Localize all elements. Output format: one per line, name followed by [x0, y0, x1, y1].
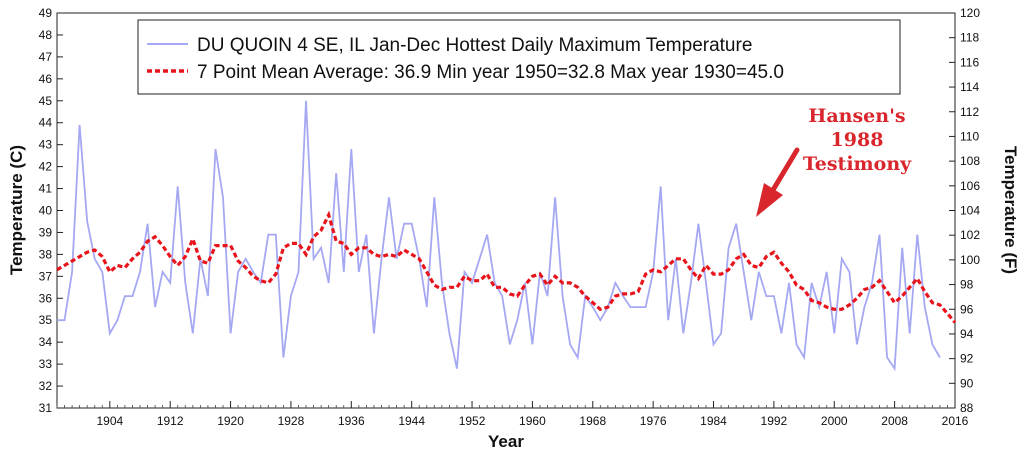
x-tick-label: 1976 — [640, 414, 667, 428]
y-left-tick-label: 39 — [39, 225, 53, 239]
annotation-line-3: Testimony — [803, 153, 912, 175]
annotation-line-2: 1988 — [831, 129, 884, 151]
y-right-tick-label: 98 — [960, 278, 974, 292]
x-tick-label: 1968 — [579, 414, 606, 428]
x-tick-label: 1904 — [96, 414, 123, 428]
x-tick-label: 1928 — [278, 414, 305, 428]
y-left-tick-label: 43 — [39, 138, 53, 152]
x-tick-label: 1920 — [217, 414, 244, 428]
y-left-tick-label: 49 — [39, 6, 53, 20]
y-left-tick-label: 44 — [39, 116, 53, 130]
y-right-tick-label: 96 — [960, 302, 974, 316]
y-right-tick-label: 114 — [960, 80, 979, 94]
x-tick-label: 2008 — [881, 414, 908, 428]
y-right-tick-label: 106 — [960, 179, 980, 193]
legend: DU QUOIN 4 SE, IL Jan-Dec Hottest Daily … — [137, 19, 901, 95]
y-axis-title-right: Temperature (F) — [1001, 146, 1020, 274]
y-left-tick-label: 35 — [39, 313, 53, 327]
legend-label-daily: DU QUOIN 4 SE, IL Jan-Dec Hottest Daily … — [197, 35, 752, 56]
legend-box — [137, 19, 901, 95]
y-right-tick-label: 102 — [960, 228, 980, 242]
x-tick-label: 1984 — [700, 414, 727, 428]
series-group — [56, 100, 957, 372]
x-tick-label: 1944 — [398, 414, 425, 428]
y-left-tick-label: 47 — [39, 50, 53, 64]
annotation: Hansen's 1988 Testimony — [756, 105, 912, 217]
left-axis: 31 32 33 34 35 36 37 38 39 40 41 42 43 44 45 46 47 48 49 — [39, 6, 63, 415]
y-left-tick-label: 41 — [39, 182, 53, 196]
y-left-tick-label: 37 — [39, 269, 53, 283]
y-left-tick-label: 32 — [39, 379, 53, 393]
y-left-tick-label: 38 — [39, 247, 53, 261]
x-tick-label: 1912 — [157, 414, 184, 428]
y-right-tick-label: 100 — [960, 253, 980, 267]
series-7pt-mean — [56, 210, 957, 324]
y-left-tick-label: 34 — [39, 335, 53, 349]
y-right-tick-label: 110 — [960, 129, 979, 143]
y-left-tick-label: 42 — [39, 160, 53, 174]
y-left-tick-label: 33 — [39, 357, 53, 371]
y-right-tick-label: 120 — [960, 6, 980, 20]
y-left-tick-label: 46 — [39, 72, 53, 86]
x-tick-label: 1992 — [761, 414, 788, 428]
y-left-tick-label: 40 — [39, 204, 53, 218]
y-right-tick-label: 118 — [960, 31, 979, 45]
y-right-tick-label: 112 — [960, 105, 979, 119]
y-left-tick-label: 36 — [39, 291, 53, 305]
x-axis-title: Year — [488, 432, 524, 451]
y-right-tick-label: 108 — [960, 154, 980, 168]
y-left-tick-label: 48 — [39, 28, 53, 42]
y-left-tick-label: 45 — [39, 94, 53, 108]
y-right-tick-label: 90 — [960, 376, 974, 390]
x-tick-label: 2016 — [942, 414, 969, 428]
x-tick-label: 2000 — [821, 414, 848, 428]
y-right-tick-label: 88 — [960, 401, 974, 415]
y-right-tick-label: 104 — [960, 204, 980, 218]
series-daily-max — [57, 100, 941, 372]
annotation-arrow-shaft — [767, 147, 800, 198]
x-tick-label: 1952 — [459, 414, 486, 428]
right-axis: 88 90 92 94 96 98 100 102 104 106 108 110 112 114 116 1… — [949, 6, 980, 415]
y-right-tick-label: 92 — [960, 352, 974, 366]
annotation-arrow-head — [756, 183, 783, 217]
y-left-tick-label: 31 — [39, 401, 53, 415]
x-tick-label: 1960 — [519, 414, 546, 428]
legend-label-mean: 7 Point Mean Average: 36.9 Min year 1950… — [197, 62, 784, 83]
y-right-tick-label: 94 — [960, 327, 974, 341]
x-axis: 1904 1912 1920 1928 1936 1944 1952 1960 1968 1976… — [56, 401, 969, 428]
y-axis-title-left: Temperature (C) — [7, 145, 26, 275]
annotation-line-1: Hansen's — [808, 105, 905, 127]
y-right-tick-label: 116 — [960, 55, 979, 69]
x-tick-label: 1936 — [338, 414, 365, 428]
